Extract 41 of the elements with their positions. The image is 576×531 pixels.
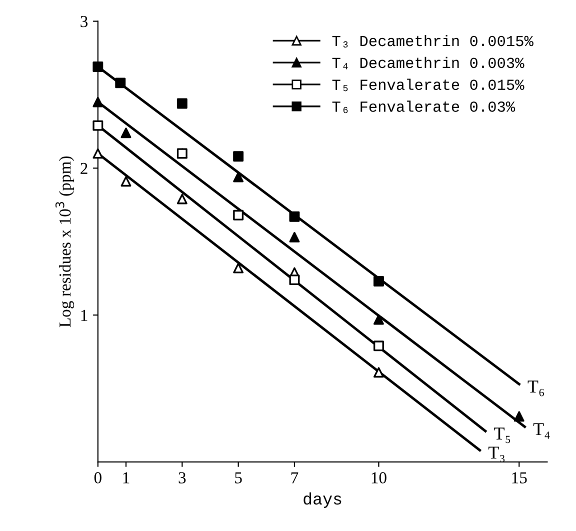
point bbox=[115, 78, 126, 88]
point bbox=[233, 151, 244, 162]
legend-label: T₃ Decamethrin 0.0015% bbox=[332, 34, 534, 48]
point bbox=[120, 128, 132, 138]
x-tick-label: 10 bbox=[372, 472, 386, 484]
point bbox=[176, 194, 188, 204]
annotation: T₆ bbox=[528, 380, 544, 396]
point bbox=[92, 96, 104, 108]
point bbox=[92, 148, 104, 159]
point bbox=[233, 172, 244, 182]
legend-label: T₅ Fenvalerate 0.015% bbox=[332, 78, 524, 92]
point bbox=[373, 314, 384, 325]
y-tick-label: 3 bbox=[80, 16, 88, 28]
x-tick-label: 0 bbox=[94, 472, 102, 484]
x-tick-label: 3 bbox=[178, 472, 186, 484]
point bbox=[514, 411, 524, 422]
x-tick-label: 15 bbox=[512, 472, 527, 484]
y-tick-label: 2 bbox=[80, 162, 88, 174]
y-axis-title: Log residues x 10$^{3}$ (ppm) bbox=[55, 156, 74, 328]
point bbox=[373, 340, 384, 352]
point bbox=[92, 62, 104, 72]
y-tick-label: 1 bbox=[81, 310, 88, 321]
x-tick-label: 5 bbox=[235, 472, 242, 484]
point bbox=[373, 276, 384, 286]
x-axis-title: days bbox=[304, 492, 342, 508]
point bbox=[233, 210, 244, 220]
point bbox=[289, 232, 300, 242]
point bbox=[176, 98, 188, 109]
legend-label: T₄ Decamethrin 0.003% bbox=[332, 56, 524, 70]
point bbox=[233, 262, 244, 274]
x-tick-label: 1 bbox=[123, 472, 130, 484]
point bbox=[289, 211, 300, 222]
x-tick-label: 7 bbox=[291, 472, 298, 484]
point bbox=[120, 176, 132, 187]
point bbox=[289, 274, 300, 286]
annotation: T₅ bbox=[494, 428, 510, 444]
annotation: T₄ bbox=[533, 423, 550, 439]
point bbox=[92, 120, 104, 131]
point bbox=[373, 367, 384, 378]
legend-label: T₆ Fenvalerate 0.03% bbox=[332, 100, 516, 114]
annotation: T₃ bbox=[488, 446, 505, 462]
